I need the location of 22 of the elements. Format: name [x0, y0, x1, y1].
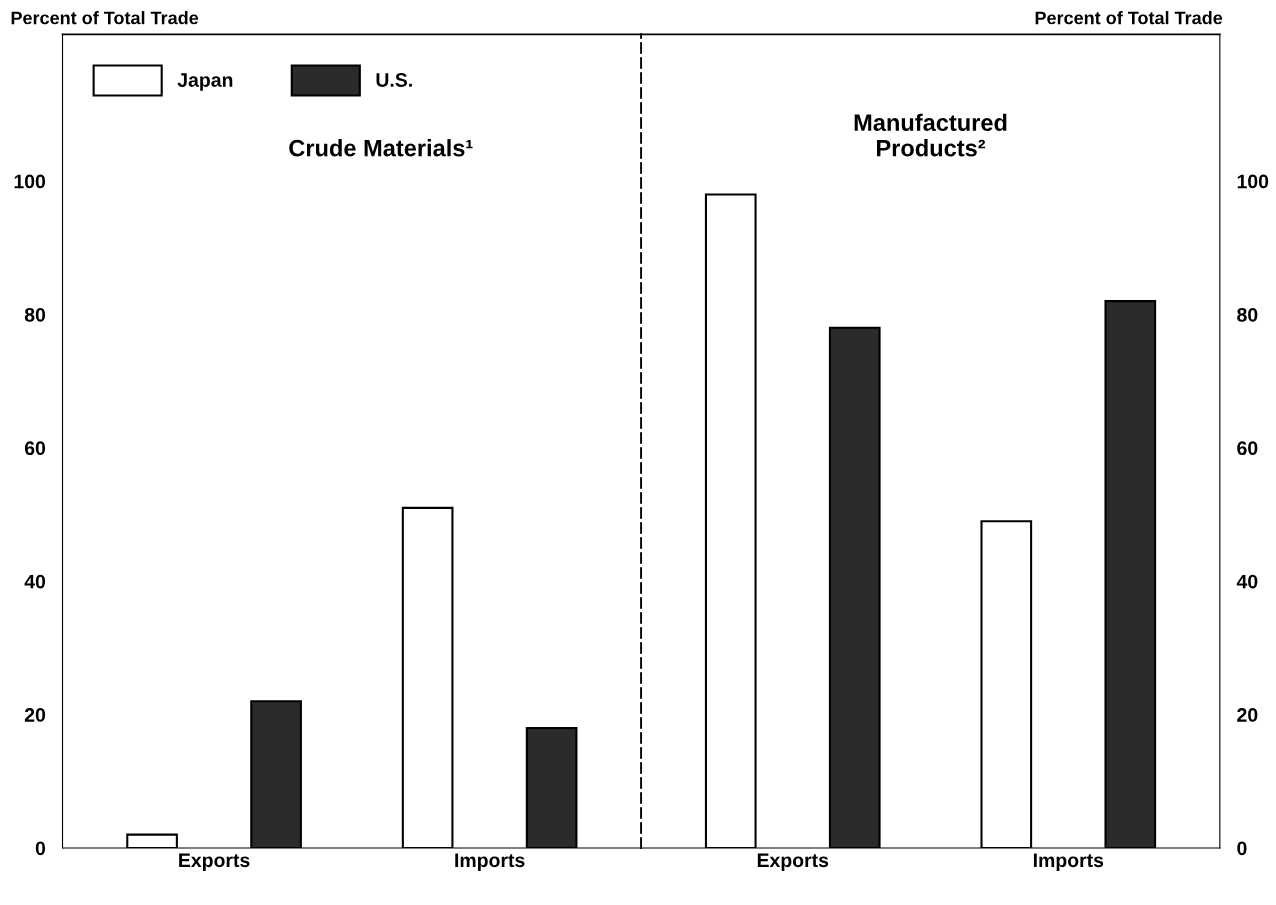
- y-tick-label: 0: [35, 841, 46, 856]
- y-tick-label: 20: [1237, 708, 1258, 722]
- x-tick-label: Imports: [455, 853, 525, 871]
- y-tick-label: 20: [24, 708, 46, 722]
- x-tick-label: Imports: [1033, 853, 1104, 871]
- y-tick-label: 60: [1237, 441, 1258, 456]
- legend-label: Japan: [177, 73, 233, 91]
- x-tick-label: Exports: [179, 853, 250, 871]
- y-axis-title: Percent of Total Trade: [11, 11, 199, 25]
- y-tick-label: 0: [1237, 841, 1247, 856]
- y-tick-label: 40: [24, 574, 46, 589]
- y-tick-label: 40: [1236, 574, 1258, 589]
- y-tick-label: 60: [24, 441, 46, 456]
- y-tick-label: 100: [1237, 174, 1269, 189]
- y-tick-label: 80: [24, 307, 46, 322]
- text: Crude Materials¹: [289, 139, 473, 157]
- text: Manufactured Products²: [854, 113, 1007, 157]
- legend-label: U.S.: [376, 73, 412, 87]
- y-tick-label: 100: [14, 174, 46, 189]
- x-tick-label: Exports: [757, 853, 829, 871]
- y-axis-title: Percent of Total Trade: [1035, 11, 1223, 25]
- y-tick-label: 80: [1237, 307, 1258, 322]
